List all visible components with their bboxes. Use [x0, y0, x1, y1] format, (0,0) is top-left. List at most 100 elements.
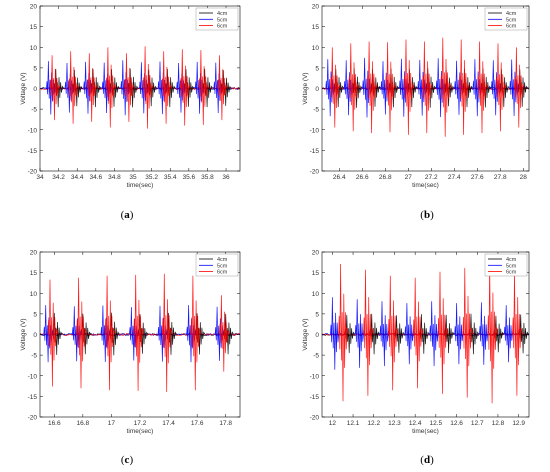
- y-tick-label: -20: [310, 169, 320, 176]
- y-tick-label: -20: [28, 415, 38, 422]
- caption-c: (c): [120, 454, 134, 466]
- x-tick-label: 12.7: [471, 420, 484, 427]
- chart-a: -20 -15 -10 -5 0 5 10 15 20 34 34.2 34.4 34.6 34.8 35 3…: [20, 4, 241, 189]
- x-tick-label: 17.2: [134, 420, 147, 427]
- y-axis-label: Voltage (V): [302, 72, 309, 104]
- y-tick-label: 15: [312, 270, 320, 277]
- x-tick-label: 34.4: [71, 174, 84, 181]
- pulse-5cm: [479, 302, 490, 365]
- y-tick-label: 10: [30, 45, 38, 52]
- pulse-6cm: [68, 51, 80, 124]
- pulse-6cm: [76, 277, 87, 389]
- x-axis-label: time(sec): [412, 428, 439, 435]
- pulse-6cm: [105, 47, 117, 128]
- x-tick-label: 16.8: [77, 420, 90, 427]
- y-tick-label: -15: [310, 148, 320, 155]
- pulse-6cm: [412, 277, 424, 389]
- pulse-6cm: [219, 295, 230, 372]
- x-tick-label: 12.9: [512, 420, 525, 427]
- y-tick-label: -5: [313, 107, 319, 114]
- legend-box: [195, 7, 239, 31]
- y-tick-label: -15: [28, 394, 38, 401]
- x-tick-label: 35: [129, 174, 137, 181]
- x-tick-label: 35.6: [183, 174, 196, 181]
- x-tick-label: 28: [520, 174, 528, 181]
- x-tick-label: 27.4: [448, 174, 461, 181]
- pulse-6cm: [179, 49, 191, 126]
- y-tick-label: -10: [310, 373, 320, 380]
- pulse-6cm: [104, 275, 116, 391]
- pulse-6cm: [458, 39, 470, 135]
- pulse-5cm: [404, 303, 416, 365]
- pulse-6cm: [348, 43, 360, 132]
- pulse-5cm: [454, 303, 465, 365]
- x-tick-label: 26.4: [333, 174, 346, 181]
- pulse-6cm: [190, 275, 202, 391]
- y-tick-label: 5: [315, 65, 319, 72]
- x-tick-label: 12.4: [409, 420, 422, 427]
- legend-label-5cm: 5cm: [217, 17, 228, 23]
- y-tick-label: -10: [28, 127, 38, 134]
- y-tick-label: -10: [310, 127, 320, 134]
- chart-b: -20 -15 -10 -5 0 5 10 15 20 26.4 26.6 26.8 27 27.2 27.…: [302, 4, 530, 189]
- x-tick-label: 12.6: [450, 420, 463, 427]
- pulse-5cm: [429, 301, 441, 367]
- y-tick-label: 20: [312, 250, 320, 257]
- y-tick-label: -5: [31, 107, 37, 114]
- x-tick-label: 12.5: [430, 420, 443, 427]
- x-tick-label: 12.3: [388, 420, 401, 427]
- x-tick-label: 16.6: [48, 420, 61, 427]
- x-axis-label: time(sec): [127, 182, 154, 189]
- legend-label-5cm: 5cm: [506, 263, 517, 269]
- x-tick-label: 35.4: [164, 174, 177, 181]
- y-tick-label: 0: [315, 86, 319, 93]
- chart-d: -20 -15 -10 -5 0 5 10 15 20 12 12.1 12.2 12.3 12.4 12.…: [302, 250, 530, 435]
- pulse-6cm: [133, 274, 145, 391]
- x-tick-label: 27.8: [494, 174, 507, 181]
- pulse-6cm: [86, 53, 98, 122]
- pulse-6cm: [495, 43, 507, 132]
- y-tick-label: -10: [28, 373, 38, 380]
- x-tick-label: 34: [36, 174, 44, 181]
- pulse-5cm: [330, 297, 341, 370]
- pulse-6cm: [462, 267, 474, 398]
- pulse-6cm: [422, 41, 433, 134]
- legend-label-4cm: 4cm: [506, 11, 517, 17]
- legend-box: [484, 253, 528, 277]
- legend-box: [484, 7, 528, 31]
- y-axis-label: Voltage (V): [20, 318, 27, 350]
- caption-b: (b): [420, 209, 434, 221]
- pulse-6cm: [385, 42, 396, 133]
- legend-label-5cm: 5cm: [506, 17, 517, 23]
- pulse-6cm: [49, 55, 61, 121]
- x-tick-label: 34.2: [52, 174, 65, 181]
- legend-label-6cm: 6cm: [217, 270, 228, 276]
- pulse-6cm: [217, 55, 228, 121]
- pulse-6cm: [437, 271, 449, 394]
- legend-label-6cm: 6cm: [217, 24, 228, 30]
- pulse-6cm: [403, 39, 415, 135]
- caption-a: (a): [120, 209, 134, 221]
- x-tick-label: 35.2: [145, 174, 158, 181]
- pulse-6cm: [198, 50, 210, 125]
- pulse-6cm: [387, 275, 399, 391]
- x-tick-label: 26.6: [356, 174, 369, 181]
- y-tick-label: -20: [28, 169, 38, 176]
- pulse-6cm: [161, 273, 173, 393]
- legend-label-6cm: 6cm: [506, 270, 517, 276]
- y-tick-label: -5: [31, 353, 37, 360]
- pulse-6cm: [124, 53, 135, 122]
- legend-label-4cm: 4cm: [217, 11, 228, 17]
- y-tick-label: 20: [312, 4, 320, 11]
- pulse-5cm: [503, 305, 515, 363]
- y-axis-label: Voltage (V): [20, 72, 27, 104]
- chart-c: -20 -15 -10 -5 0 5 10 15 20 16.6 16.8 17 17.2 17.4 17.…: [20, 250, 241, 435]
- y-tick-label: -5: [313, 353, 319, 360]
- pulse-6cm: [363, 269, 374, 396]
- y-tick-label: 15: [30, 270, 38, 277]
- x-tick-label: 36: [222, 174, 230, 181]
- x-tick-label: 12: [329, 420, 337, 427]
- y-tick-label: 5: [315, 311, 319, 318]
